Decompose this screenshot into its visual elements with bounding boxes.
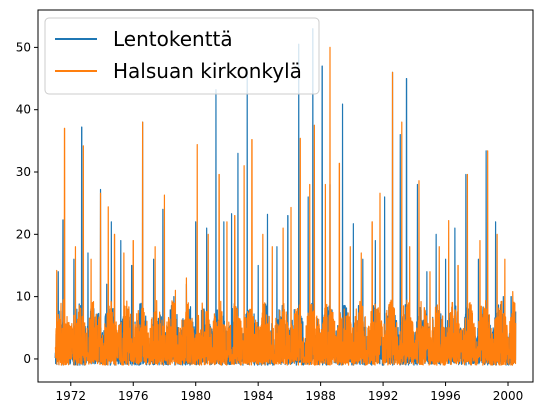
legend-label-halsuan-kirkonkyla: Halsuan kirkonkylä xyxy=(113,59,302,83)
x-tick-label: 1976 xyxy=(118,389,149,403)
legend: Lentokenttä Halsuan kirkonkylä xyxy=(44,17,320,95)
x-tick-label: 1972 xyxy=(56,389,87,403)
y-tick-label: 30 xyxy=(16,165,31,179)
legend-label-lentokentta: Lentokenttä xyxy=(113,27,233,51)
y-tick-label: 10 xyxy=(16,290,31,304)
y-tick-label: 0 xyxy=(23,352,31,366)
axes-frame xyxy=(37,9,534,383)
x-tick-label: 1980 xyxy=(180,389,211,403)
plot-area xyxy=(54,28,517,366)
series-layer xyxy=(54,28,517,366)
x-tick-label: 1996 xyxy=(430,389,461,403)
axes: 1972 1976 1980 1984 1988 1992 1996 2000 0 10 20 30 4… xyxy=(16,9,534,403)
series-line-1 xyxy=(54,46,517,366)
x-tick-label: 2000 xyxy=(493,389,524,403)
x-tick-label: 1992 xyxy=(368,389,399,403)
y-tick-label: 50 xyxy=(16,40,31,54)
y-tick-label: 40 xyxy=(16,103,31,117)
x-tick-label: 1988 xyxy=(305,389,336,403)
x-tick-label: 1984 xyxy=(243,389,274,403)
legend-frame xyxy=(44,17,320,95)
y-tick-label: 20 xyxy=(16,227,31,241)
